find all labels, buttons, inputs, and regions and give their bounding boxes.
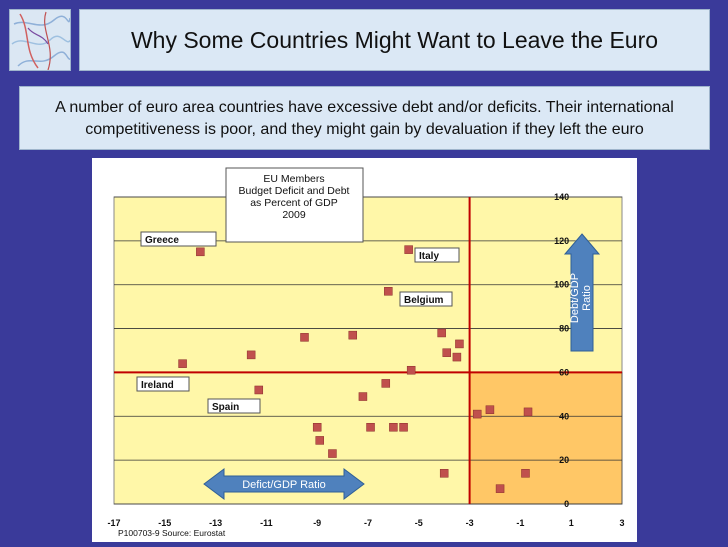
x-tick-2: -13 (209, 518, 222, 528)
subtitle-banner: A number of euro area countries have exc… (19, 86, 710, 150)
x-tick-0: -17 (107, 518, 120, 528)
y-tick-5: 100 (554, 280, 569, 290)
label-greece: Greece (140, 231, 217, 247)
x-tick-6: -5 (415, 518, 423, 528)
y-tick-6: 120 (554, 236, 569, 246)
label-greece-text: Greece (145, 235, 179, 246)
data-point-3 (254, 385, 264, 395)
y-axis-label: Debt/GDPRatio (569, 273, 593, 323)
data-point-23 (485, 405, 495, 414)
data-point-12 (384, 287, 393, 296)
x-tick-7: -3 (466, 518, 474, 528)
data-point-7 (328, 449, 337, 458)
x-tick-5: -7 (364, 518, 372, 528)
xlabel-arrow: Defict/GDP Ratio (203, 468, 365, 500)
chart-frame: 0 20 40 60 80 100 120 140 -17 -15 -13 -11 -9 -7 -5 -3-… (92, 158, 637, 542)
chart-title-line-0: EU Members (263, 173, 324, 185)
data-point-20 (452, 352, 462, 362)
x-tick-9: 1 (569, 518, 574, 528)
data-point-6 (315, 436, 324, 445)
data-point-0 (196, 247, 205, 257)
data-point-9 (358, 392, 368, 401)
subtitle-line-1: A number of euro area countries have exc… (55, 99, 674, 116)
label-spain: Spain (207, 398, 261, 414)
data-point-22 (472, 409, 482, 419)
label-spain-text: Spain (212, 402, 239, 413)
label-belgium-text: Belgium (404, 295, 444, 306)
y-tick-0: 0 (564, 499, 569, 509)
x-axis-label: Defict/GDP Ratio (242, 479, 326, 491)
chart-title-line-1: Budget Deficit and Debt (239, 185, 350, 197)
data-point-2 (246, 350, 256, 360)
subtitle-line-2: competitiveness is poor, and they might … (85, 121, 644, 138)
y-tick-7: 140 (554, 192, 569, 202)
data-point-11 (381, 379, 391, 388)
label-ireland: Ireland (136, 376, 190, 392)
data-point-15 (404, 245, 413, 254)
label-italy: Italy (414, 247, 460, 263)
data-points (178, 245, 533, 493)
data-point-8 (348, 330, 358, 340)
data-point-4 (300, 333, 309, 342)
x-tick-3: -11 (260, 518, 273, 528)
x-tick-labels: -17 -15 -13 -11 -9 -7 -5 -3 -1 1 3 (107, 518, 624, 528)
chart-title-line-2: as Percent of GDP (250, 197, 338, 209)
x-tick-8: -1 (516, 518, 524, 528)
y-tick-2: 40 (559, 411, 569, 421)
chart-title-box: EU Members Budget Deficit and Debt as Perc… (225, 167, 364, 243)
label-ireland-text: Ireland (141, 380, 174, 391)
y-tick-4: 80 (559, 324, 569, 334)
x-tick-4: -9 (313, 518, 321, 528)
y-tick-3: 60 (559, 367, 569, 377)
data-point-25 (523, 407, 533, 417)
ylabel-arrow: Debt/GDPRatio (563, 233, 601, 352)
label-italy-text: Italy (419, 251, 439, 262)
data-point-16 (406, 365, 416, 375)
source-note: P100703-9 Source: Eurostat (118, 528, 226, 538)
x-tick-10: 3 (619, 518, 624, 528)
page-title: Why Some Countries Might Want to Leave t… (130, 26, 659, 53)
globe-logo-icon (10, 10, 70, 70)
chart-title: EU Members Budget Deficit and Debt as Perc… (239, 173, 350, 221)
y-axis-label-line-1: Ratio (581, 285, 593, 311)
data-point-26 (521, 469, 530, 478)
logo (9, 9, 71, 71)
data-point-18 (442, 348, 451, 357)
chart-title-line-3: 2009 (282, 209, 306, 221)
data-point-14 (399, 423, 408, 432)
data-point-13 (389, 423, 398, 432)
data-point-1 (178, 359, 187, 368)
x-tick-1: -15 (158, 518, 171, 528)
data-point-24 (495, 484, 505, 493)
data-point-19 (439, 469, 449, 478)
title-banner: Why Some Countries Might Want to Leave t… (79, 9, 710, 71)
y-tick-labels: 0 20 40 60 80 100 120 140 (554, 192, 569, 509)
data-point-21 (455, 339, 464, 349)
data-point-10 (366, 423, 375, 432)
threshold-lines (114, 197, 622, 504)
y-axis-label-line-0: Debt/GDP (569, 273, 581, 323)
highlight-quadrant (469, 371, 623, 505)
data-point-5 (312, 423, 322, 432)
data-point-17 (437, 328, 446, 338)
y-tick-1: 20 (559, 455, 569, 465)
label-belgium: Belgium (399, 291, 453, 307)
